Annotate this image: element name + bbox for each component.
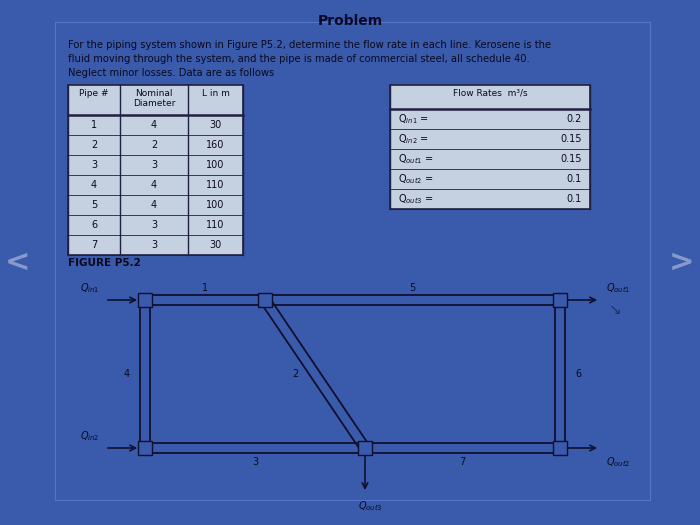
Text: 2: 2: [91, 140, 97, 150]
Text: Pipe #: Pipe #: [79, 89, 108, 98]
Text: 1: 1: [91, 120, 97, 130]
Text: Q$_{in2}$ =: Q$_{in2}$ =: [398, 132, 429, 146]
Text: 4: 4: [91, 180, 97, 190]
Text: ↘: ↘: [608, 302, 622, 318]
Text: 0.15: 0.15: [561, 154, 582, 164]
Text: 30: 30: [209, 240, 222, 250]
Text: $Q_{in1}$: $Q_{in1}$: [80, 281, 100, 295]
Text: Flow Rates  m³/s: Flow Rates m³/s: [453, 89, 527, 98]
Text: 3: 3: [151, 160, 157, 170]
Text: 3: 3: [151, 240, 157, 250]
Text: Q$_{out2}$ =: Q$_{out2}$ =: [398, 172, 434, 186]
Text: Q$_{out3}$ =: Q$_{out3}$ =: [398, 192, 434, 206]
Text: $Q_{out3}$: $Q_{out3}$: [358, 499, 382, 513]
Bar: [138, 441, 152, 455]
Bar: [553, 293, 567, 307]
Text: 0.1: 0.1: [567, 174, 582, 184]
Text: 2: 2: [151, 140, 157, 150]
Bar: [68, 85, 243, 255]
Text: L in m: L in m: [202, 89, 230, 98]
Text: 30: 30: [209, 120, 222, 130]
Text: 7: 7: [459, 457, 466, 467]
Text: 100: 100: [206, 160, 225, 170]
Text: 4: 4: [151, 120, 157, 130]
Text: Problem: Problem: [317, 14, 383, 28]
Text: 5: 5: [91, 200, 97, 210]
Text: 110: 110: [206, 220, 225, 230]
Bar: [138, 293, 152, 307]
Text: 3: 3: [252, 457, 258, 467]
Text: 4: 4: [124, 369, 130, 379]
Text: <: <: [6, 247, 31, 277]
Text: 3: 3: [151, 220, 157, 230]
Text: $Q_{in2}$: $Q_{in2}$: [80, 429, 99, 443]
Text: 0.1: 0.1: [567, 194, 582, 204]
Text: Nominal
Diameter: Nominal Diameter: [133, 89, 175, 108]
Bar: [258, 293, 272, 307]
Text: 5: 5: [410, 283, 416, 293]
Bar: [358, 441, 372, 455]
Text: fluid moving through the system, and the pipe is made of commercial steel, all s: fluid moving through the system, and the…: [68, 54, 530, 64]
Bar: [390, 85, 590, 209]
Text: Q$_{in1}$ =: Q$_{in1}$ =: [398, 112, 429, 126]
Text: 2: 2: [292, 369, 298, 379]
Text: 7: 7: [91, 240, 97, 250]
Text: 160: 160: [206, 140, 225, 150]
Text: 1: 1: [202, 283, 208, 293]
Bar: [553, 441, 567, 455]
Text: >: >: [669, 247, 694, 277]
Text: FIGURE P5.2: FIGURE P5.2: [68, 258, 141, 268]
Text: For the piping system shown in Figure P5.2, determine the flow rate in each line: For the piping system shown in Figure P5…: [68, 40, 551, 50]
Text: 4: 4: [151, 200, 157, 210]
Text: 100: 100: [206, 200, 225, 210]
Text: $Q_{out2}$: $Q_{out2}$: [606, 455, 630, 469]
Text: 0.2: 0.2: [566, 114, 582, 124]
Bar: [55, 22, 650, 500]
Text: 110: 110: [206, 180, 225, 190]
Text: 6: 6: [91, 220, 97, 230]
Text: Neglect minor losses. Data are as follows: Neglect minor losses. Data are as follow…: [68, 68, 274, 78]
Text: 0.15: 0.15: [561, 134, 582, 144]
Text: 4: 4: [151, 180, 157, 190]
Text: 6: 6: [575, 369, 581, 379]
Text: Q$_{out1}$ =: Q$_{out1}$ =: [398, 152, 434, 166]
Text: $Q_{out1}$: $Q_{out1}$: [606, 281, 630, 295]
Text: 3: 3: [91, 160, 97, 170]
